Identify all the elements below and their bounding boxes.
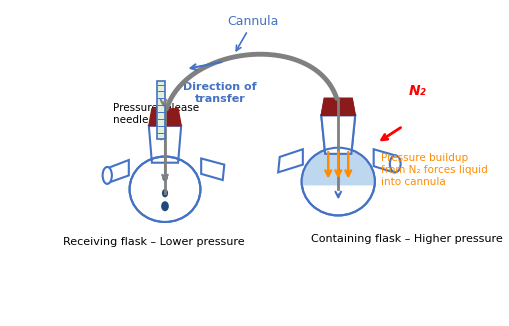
Polygon shape: [107, 160, 129, 183]
Ellipse shape: [161, 201, 169, 211]
Text: Containing flask – Higher pressure: Containing flask – Higher pressure: [312, 234, 503, 244]
Ellipse shape: [162, 189, 168, 197]
Polygon shape: [302, 148, 375, 185]
Polygon shape: [149, 126, 181, 163]
Polygon shape: [278, 149, 303, 172]
Polygon shape: [321, 115, 355, 154]
Ellipse shape: [103, 167, 112, 184]
Polygon shape: [302, 148, 375, 185]
Text: Pressure buildup
from N₂ forces liquid
into cannula: Pressure buildup from N₂ forces liquid i…: [381, 154, 487, 186]
Text: Cannula: Cannula: [228, 15, 279, 51]
Polygon shape: [321, 98, 355, 115]
Text: Receiving flask – Lower pressure: Receiving flask – Lower pressure: [63, 237, 244, 247]
Text: Pressure release
needle: Pressure release needle: [114, 103, 200, 125]
Polygon shape: [149, 109, 181, 126]
Ellipse shape: [302, 148, 375, 215]
Ellipse shape: [130, 156, 201, 222]
Ellipse shape: [390, 156, 401, 172]
FancyBboxPatch shape: [157, 82, 165, 139]
Polygon shape: [374, 149, 395, 172]
Polygon shape: [321, 98, 355, 115]
Polygon shape: [321, 115, 355, 154]
Text: Direction of
transfer: Direction of transfer: [183, 82, 257, 104]
Ellipse shape: [162, 174, 167, 181]
Polygon shape: [201, 158, 224, 180]
Text: N₂: N₂: [409, 84, 427, 98]
